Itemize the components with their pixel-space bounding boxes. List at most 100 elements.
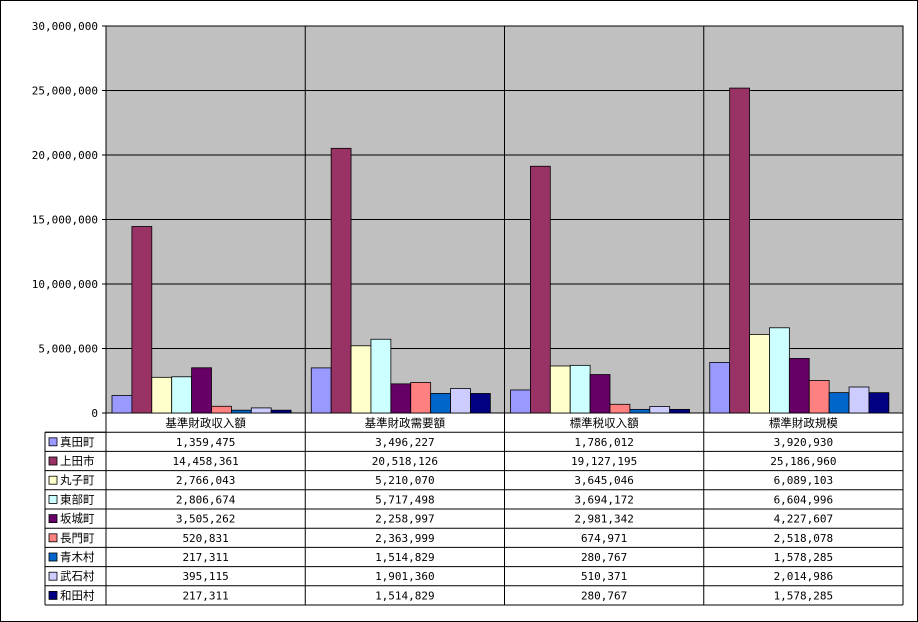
bar (151, 376, 173, 414)
data-table-value: 280,767 (581, 551, 627, 564)
bar (230, 409, 252, 414)
bar (729, 87, 750, 414)
bar (330, 147, 352, 414)
y-tick-label: 10,000,000 (32, 278, 98, 291)
legend-key (48, 514, 58, 523)
data-table-value: 1,514,829 (375, 551, 435, 564)
bar (788, 358, 810, 414)
bar (769, 327, 790, 414)
data-table-value: 14,458,361 (173, 455, 239, 468)
bar (370, 338, 392, 414)
y-tick-label: 0 (91, 407, 98, 420)
bar (470, 393, 491, 414)
data-table-value: 3,505,262 (176, 513, 236, 526)
bar (410, 382, 432, 414)
bar (171, 376, 192, 414)
legend-key (48, 456, 58, 466)
legend-key (48, 552, 58, 562)
bar (430, 393, 451, 414)
category-label: 標準財政規模 (769, 416, 838, 430)
bar (191, 367, 212, 414)
data-table-value: 217,311 (182, 551, 228, 564)
bar (310, 367, 332, 414)
data-table-value: 5,717,498 (375, 493, 435, 506)
bar (848, 386, 870, 414)
series-name: 上田市 (60, 454, 95, 468)
bar (649, 406, 671, 414)
data-table-value: 2,258,997 (375, 513, 435, 526)
legend-key (48, 494, 58, 504)
data-table-value: 1,901,360 (375, 570, 435, 583)
bar (749, 334, 770, 414)
data-table-value: 2,518,078 (774, 532, 834, 545)
data-table-value: 6,089,103 (774, 474, 834, 487)
data-table-value: 6,604,996 (774, 493, 834, 506)
data-table-value: 520,831 (182, 532, 228, 545)
data-table-value: 2,363,999 (375, 532, 435, 545)
legend-key (48, 533, 58, 543)
bar (131, 226, 153, 414)
bar (808, 380, 830, 414)
bar (450, 388, 471, 414)
legend-key (48, 437, 58, 447)
data-table-value: 1,578,285 (774, 551, 834, 564)
data-table-value: 20,518,126 (372, 455, 438, 468)
data-table-value: 280,767 (581, 589, 627, 602)
bar (828, 392, 850, 414)
bar (350, 345, 372, 414)
bar (629, 408, 651, 414)
y-tick-label: 5,000,000 (38, 343, 98, 356)
series-name: 武石村 (60, 569, 95, 583)
series-name: 真田町 (60, 435, 95, 449)
data-table-value: 25,186,960 (770, 455, 836, 468)
y-tick-label: 30,000,000 (32, 20, 98, 33)
bar (609, 403, 631, 414)
series-name: 丸子町 (60, 473, 95, 487)
data-table-value: 1,359,475 (176, 436, 236, 449)
legend-key (48, 571, 58, 581)
data-table-value: 1,578,285 (774, 589, 834, 602)
data-table-value: 2,981,342 (574, 513, 634, 526)
data-table-value: 3,920,930 (774, 436, 834, 449)
bar (530, 165, 551, 414)
bar (250, 407, 272, 414)
bar (549, 365, 571, 414)
y-tick-label: 25,000,000 (32, 85, 98, 98)
bar (270, 409, 292, 414)
bar (709, 362, 731, 414)
data-table-value: 2,806,674 (176, 493, 236, 506)
data-table-value: 510,371 (581, 570, 627, 583)
bar (569, 364, 591, 414)
data-table-value: 674,971 (581, 532, 627, 545)
data-table-value: 3,496,227 (375, 436, 435, 449)
series-name: 長門町 (60, 531, 95, 545)
series-name: 坂城町 (60, 512, 95, 526)
data-table-value: 217,311 (182, 589, 228, 602)
data-table-value: 4,227,607 (774, 513, 834, 526)
bar (390, 383, 412, 414)
category-label: 標準税収入額 (570, 416, 639, 430)
data-table-value: 2,766,043 (176, 474, 236, 487)
bar (669, 408, 691, 414)
bar (589, 374, 611, 414)
bar (510, 389, 531, 414)
data-table-value: 395,115 (182, 570, 228, 583)
bar (211, 405, 232, 414)
data-table-value: 3,645,046 (574, 474, 634, 487)
category-label: 基準財政需要額 (365, 416, 446, 430)
series-name: 和田村 (60, 588, 95, 602)
data-table-value: 5,210,070 (375, 474, 435, 487)
data-table-value: 2,014,986 (774, 570, 834, 583)
y-tick-label: 20,000,000 (32, 149, 98, 162)
series-name: 青木村 (60, 550, 95, 564)
legend-key (48, 475, 58, 485)
bar (111, 395, 133, 414)
y-tick-label: 15,000,000 (32, 214, 98, 227)
legend-key (48, 591, 58, 600)
data-table-value: 19,127,195 (571, 455, 637, 468)
data-table-value: 1,514,829 (375, 589, 435, 602)
bar (868, 392, 890, 414)
data-table-value: 1,786,012 (574, 436, 634, 449)
data-table-value: 3,694,172 (574, 493, 634, 506)
